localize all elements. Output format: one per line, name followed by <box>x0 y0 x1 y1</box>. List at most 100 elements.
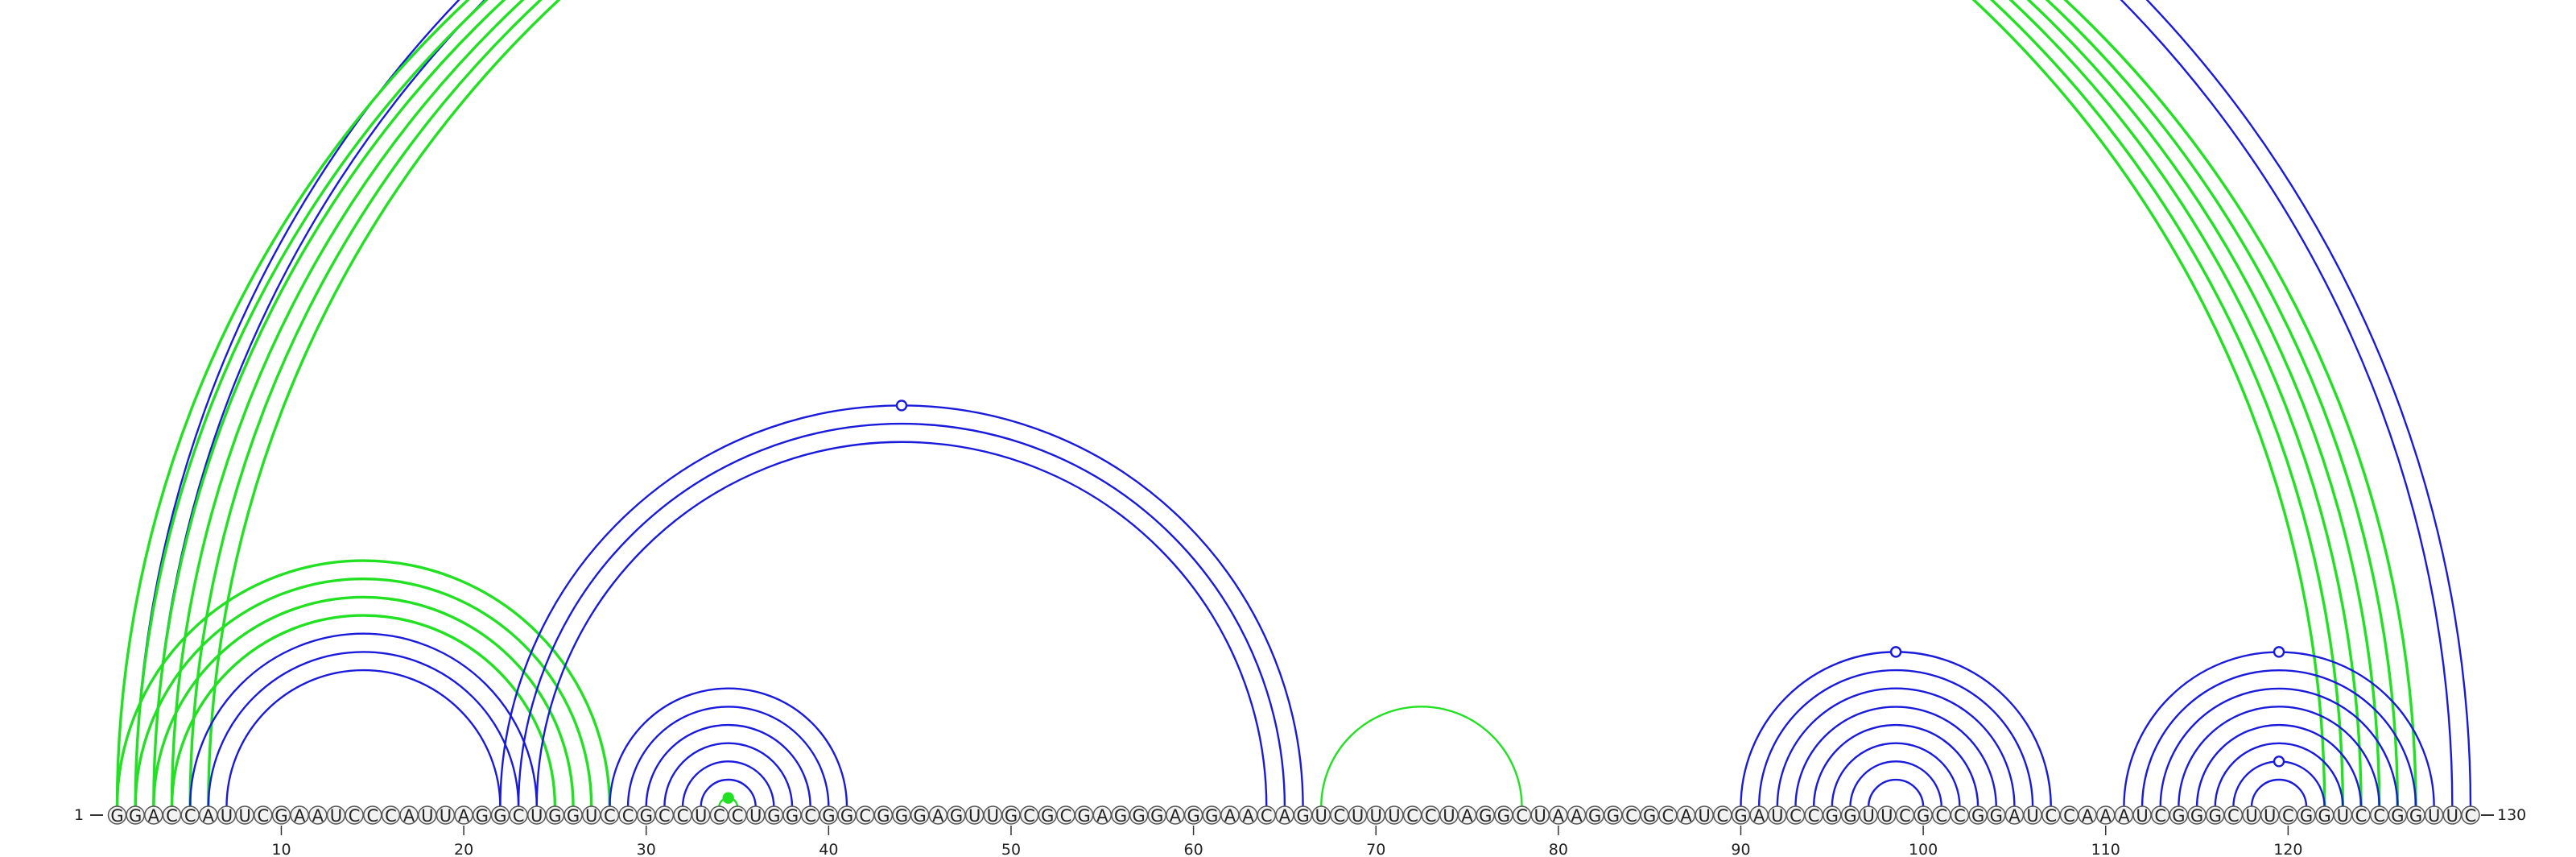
nucleotide-35: C <box>728 805 747 826</box>
nucleotide-111: A <box>2114 805 2134 826</box>
nucleotide-7: U <box>217 805 237 826</box>
base-pair-arc-33-36 <box>700 778 757 808</box>
nucleotide-letter: A <box>1224 806 1236 826</box>
nucleotide-letter: U <box>440 806 452 826</box>
base-pair-arc-2-130 <box>135 0 2471 807</box>
nucleotide-letter: U <box>695 806 707 826</box>
nucleotide-70: U <box>1366 805 1385 826</box>
nucleotide-30: G <box>636 805 656 826</box>
nucleotide-106: U <box>2023 805 2042 826</box>
nucleotide-letter: G <box>476 806 489 826</box>
nucleotide-95: G <box>1823 805 1842 826</box>
nucleotide-letter: C <box>622 806 634 826</box>
nucleotide-letter: G <box>1826 806 1839 826</box>
nucleotide-46: A <box>928 805 948 826</box>
base-pair-arc-30-39 <box>645 723 811 808</box>
nucleotide-73: C <box>1421 805 1440 826</box>
loop-markers <box>722 400 2285 804</box>
nucleotide-60: G <box>1183 805 1203 826</box>
axis-tick-label-100: 100 <box>1909 841 1938 857</box>
base-pair-arc-1-28 <box>115 559 612 808</box>
nucleotide-letter: C <box>604 806 616 826</box>
nucleotide-letter: C <box>2227 806 2240 826</box>
nucleotide-letter: G <box>1077 806 1090 826</box>
nucleotide-letter: G <box>786 806 799 826</box>
nucleotide-letter: G <box>1296 806 1309 826</box>
nucleotide-89: C <box>1713 805 1732 826</box>
nucleotide-letter: C <box>2154 806 2166 826</box>
nucleotide-letter: C <box>677 806 689 826</box>
end-label: 130 <box>2497 806 2526 824</box>
nucleotide-108: C <box>2059 805 2079 826</box>
nucleotide-6: A <box>199 805 218 826</box>
nucleotide-2: G <box>126 805 145 826</box>
nucleotide-69: U <box>1348 805 1368 826</box>
nucleotide-87: A <box>1676 805 1696 826</box>
nucleotide-96: G <box>1840 805 1860 826</box>
nucleotide-11: A <box>290 805 309 826</box>
nucleotide-31: C <box>654 805 675 826</box>
nucleotide-19: U <box>436 805 456 826</box>
nucleotide-letter: C <box>1625 806 1637 826</box>
nucleotide-letter: C <box>1954 806 1966 826</box>
nucleotide-37: G <box>764 805 784 826</box>
base-pair-arc-95-102 <box>1831 742 1961 808</box>
nucleotide-107: C <box>2041 805 2061 826</box>
nucleotide-52: G <box>1038 805 1058 826</box>
nucleotide-letter: A <box>148 806 160 826</box>
nucleotide-letter: A <box>932 806 944 826</box>
nucleotide-4: C <box>162 805 182 826</box>
base-pair-arc-24-64 <box>535 441 1268 808</box>
nucleotide-letter: U <box>1315 806 1327 826</box>
loop-marker-9 <box>2273 646 2285 658</box>
nucleotide-letter: G <box>129 806 142 826</box>
nucleotide-letter: G <box>950 806 963 826</box>
nucleotide-5: C <box>180 805 200 826</box>
nucleotide-letter: G <box>1205 806 1218 826</box>
nucleotide-letter: G <box>2190 806 2203 826</box>
nucleotide-letter: A <box>312 806 324 826</box>
nucleotide-68: C <box>1330 805 1349 826</box>
nucleotide-90: G <box>1731 805 1751 826</box>
base-pair-arc-3-124 <box>154 0 2361 807</box>
base-pair-arc-117-122 <box>2232 760 2326 808</box>
nucleotide-letter: C <box>2045 806 2057 826</box>
nucleotide-letter: A <box>1680 806 1692 826</box>
nucleotide-76: G <box>1476 805 1495 826</box>
nucleotide-10: G <box>271 805 291 826</box>
nucleotide-letter: C <box>859 806 871 826</box>
base-pair-arc-6-23 <box>207 651 520 808</box>
nucleotide-letter: C <box>804 806 816 826</box>
nucleotide-79: U <box>1530 805 1550 826</box>
nucleotide-letter: G <box>1588 806 1601 826</box>
nucleotide-letter: C <box>658 806 671 826</box>
nucleotide-letter: U <box>221 806 233 826</box>
base-pair-arc-4-25 <box>170 614 557 808</box>
axis-tick-label-60: 60 <box>1184 841 1203 857</box>
nucleotide-115: G <box>2187 805 2207 826</box>
nucleotide-123: U <box>2333 805 2353 826</box>
nucleotide-letter: C <box>1716 806 1728 826</box>
nucleotide-letter: A <box>1170 806 1182 826</box>
nucleotide-letter: C <box>2282 806 2294 826</box>
nucleotide-letter: C <box>1406 806 1418 826</box>
nucleotide-33: U <box>691 805 711 826</box>
base-pair-arc-5-126 <box>190 0 2397 807</box>
nucleotide-120: C <box>2278 805 2298 826</box>
nucleotide-letter: U <box>1352 806 1364 826</box>
loop-marker-4 <box>895 400 908 412</box>
nucleotide-letter: C <box>1060 806 1072 826</box>
nucleotide-121: G <box>2297 805 2316 826</box>
base-pair-arc-7-22 <box>225 669 502 808</box>
nucleotide-letter: C <box>1023 806 1035 826</box>
nucleotide-letter: U <box>421 806 433 826</box>
nucleotide-39: C <box>800 805 820 826</box>
nucleotide-55: A <box>1092 805 1113 826</box>
axis-tick-label-20: 20 <box>454 841 473 857</box>
nucleotide-letter: U <box>2264 806 2276 826</box>
nucleotide-letter: G <box>1187 806 1199 826</box>
base-pair-arc-93-104 <box>1794 706 1997 808</box>
nucleotide-letter: G <box>1643 806 1656 826</box>
nucleotide-126: G <box>2388 805 2408 826</box>
